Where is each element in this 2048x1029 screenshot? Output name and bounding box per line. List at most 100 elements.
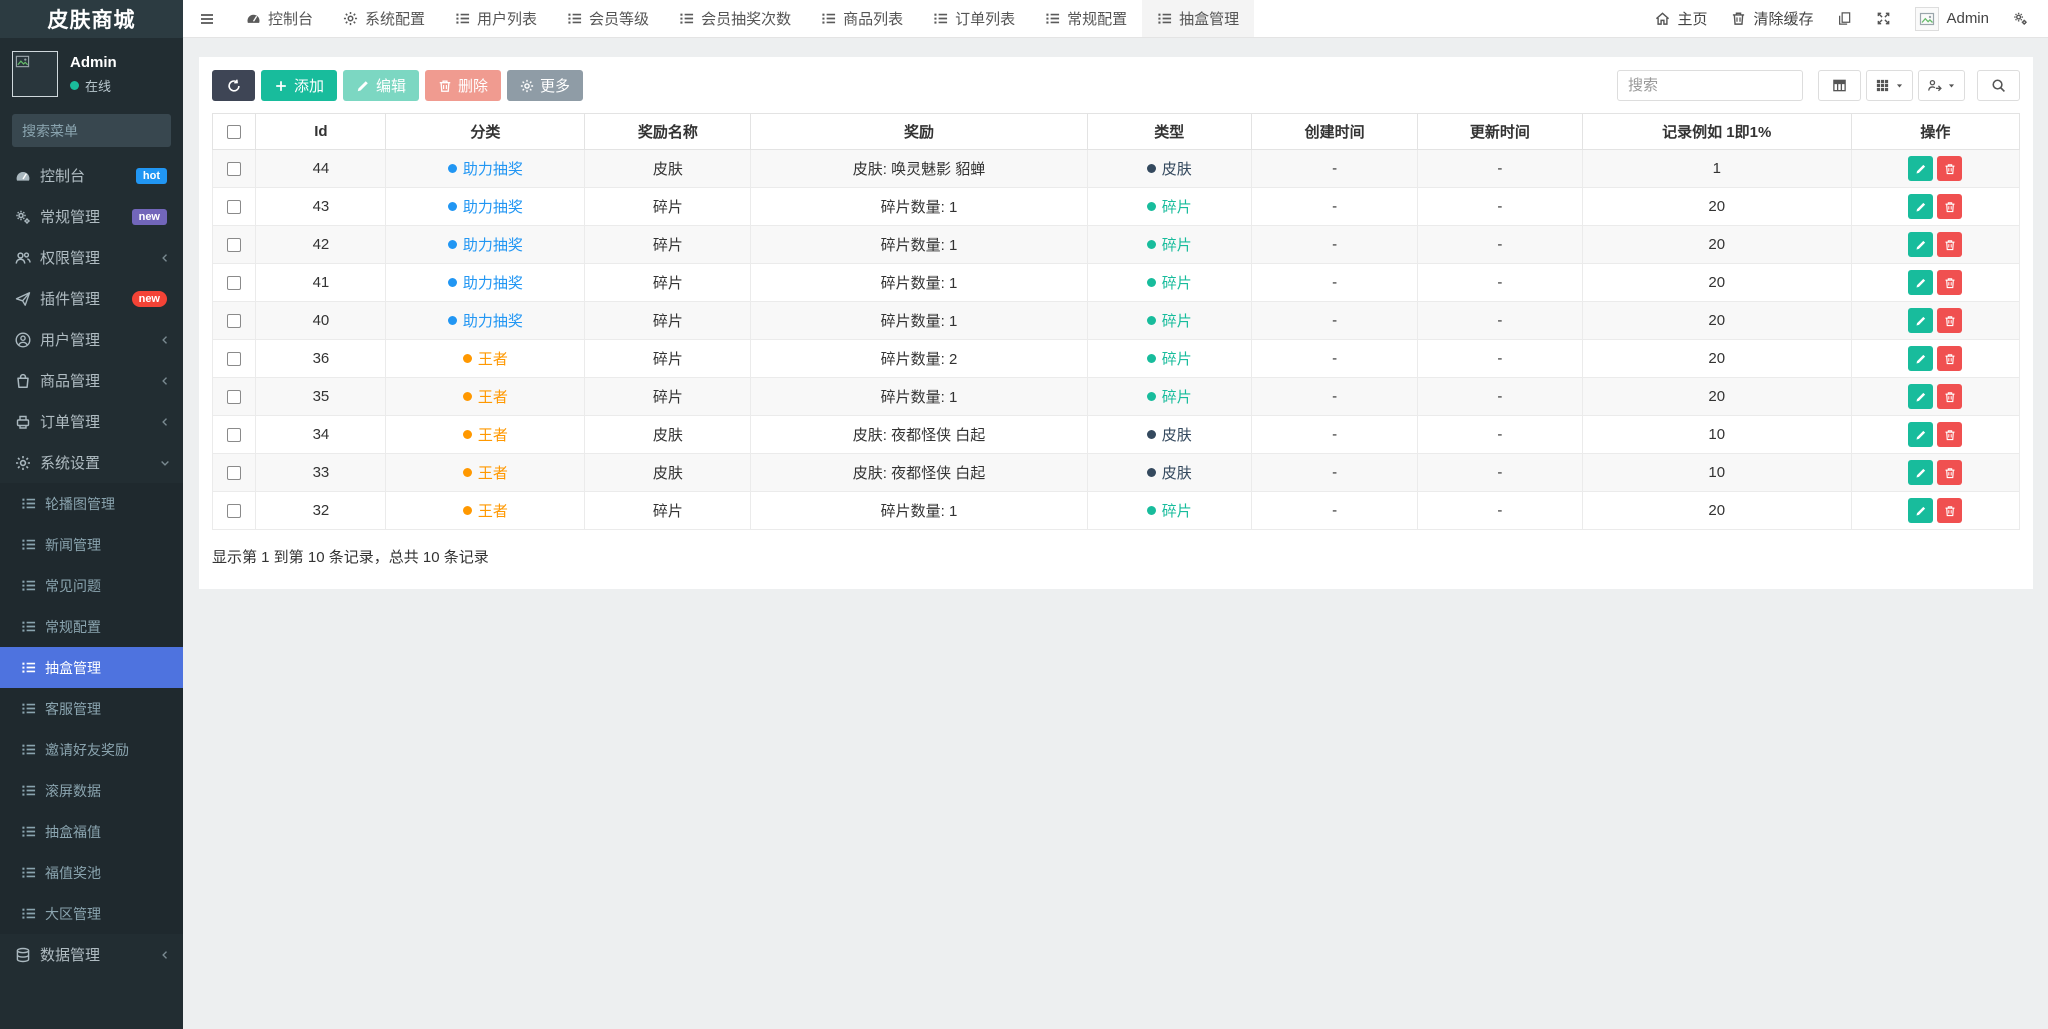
- row-delete-button[interactable]: [1937, 232, 1963, 257]
- sidebar-subitem-新闻管理[interactable]: 新闻管理: [0, 524, 183, 565]
- row-delete-button[interactable]: [1937, 156, 1963, 181]
- add-button[interactable]: 添加: [261, 70, 338, 101]
- list-icon: [1045, 11, 1060, 26]
- tab-会员等级[interactable]: 会员等级: [552, 0, 664, 37]
- home-link[interactable]: 主页: [1655, 8, 1707, 29]
- row-category-link[interactable]: 助力抽奖: [447, 196, 523, 217]
- refresh-button[interactable]: [212, 70, 255, 101]
- tab-控制台[interactable]: 控制台: [231, 0, 328, 37]
- tab-订单列表[interactable]: 订单列表: [918, 0, 1030, 37]
- row-category-label: 王者: [477, 389, 508, 406]
- row-edit-button[interactable]: [1908, 194, 1934, 219]
- sidebar-item-数据管理[interactable]: 数据管理: [0, 934, 183, 975]
- row-category-link[interactable]: 助力抽奖: [447, 310, 523, 331]
- row-category-link[interactable]: 王者: [462, 424, 508, 445]
- row-checkbox[interactable]: [227, 238, 242, 253]
- tab-系统配置[interactable]: 系统配置: [328, 0, 440, 37]
- sidebar-subitem-大区管理[interactable]: 大区管理: [0, 893, 183, 934]
- row-category-link[interactable]: 王者: [462, 386, 508, 407]
- export-button[interactable]: [1918, 70, 1965, 101]
- columns-button[interactable]: [1866, 70, 1913, 101]
- row-category-link[interactable]: 助力抽奖: [447, 234, 523, 255]
- row-edit-button[interactable]: [1908, 346, 1934, 371]
- row-rate: 10: [1581, 415, 1852, 454]
- row-delete-button[interactable]: [1937, 194, 1963, 219]
- row-category-link[interactable]: 助力抽奖: [447, 272, 523, 293]
- tab-用户列表[interactable]: 用户列表: [440, 0, 552, 37]
- row-delete-button[interactable]: [1937, 460, 1963, 485]
- row-checkbox[interactable]: [227, 390, 242, 405]
- table-search-input[interactable]: [1617, 70, 1803, 101]
- row-created: -: [1250, 187, 1419, 226]
- row-edit-button[interactable]: [1908, 232, 1934, 257]
- sidebar-subitem-抽盒福值[interactable]: 抽盒福值: [0, 811, 183, 852]
- row-created: -: [1250, 225, 1419, 264]
- sidebar-subitem-滚屏数据[interactable]: 滚屏数据: [0, 770, 183, 811]
- hamburger-icon: [199, 11, 215, 27]
- search-toggle-button[interactable]: [1977, 70, 2020, 101]
- row-checkbox[interactable]: [227, 162, 242, 177]
- table-row: 32 王者 碎片 碎片数量: 1 碎片 - -20: [211, 491, 2021, 530]
- row-checkbox[interactable]: [227, 200, 242, 215]
- tab-会员抽奖次数[interactable]: 会员抽奖次数: [664, 0, 806, 37]
- sidebar-subitem-常规配置[interactable]: 常规配置: [0, 606, 183, 647]
- delete-button[interactable]: 删除: [425, 70, 502, 101]
- sidebar-subitem-常见问题[interactable]: 常见问题: [0, 565, 183, 606]
- sidebar-toggle-button[interactable]: [183, 0, 231, 37]
- sidebar-item-常规管理[interactable]: 常规管理 new: [0, 196, 183, 237]
- row-edit-button[interactable]: [1908, 270, 1934, 295]
- sidebar-item-商品管理[interactable]: 商品管理: [0, 360, 183, 401]
- edit-button[interactable]: 编辑: [343, 70, 420, 101]
- settings-menu-button[interactable]: [2013, 11, 2028, 26]
- gauge-icon: [15, 168, 31, 184]
- sidebar-subitem-轮播图管理[interactable]: 轮播图管理: [0, 483, 183, 524]
- row-category-link[interactable]: 王者: [462, 348, 508, 369]
- sidebar-subitem-邀请好友奖励[interactable]: 邀请好友奖励: [0, 729, 183, 770]
- row-category-link[interactable]: 王者: [462, 462, 508, 483]
- online-status-icon: [70, 80, 79, 90]
- row-checkbox[interactable]: [227, 466, 242, 481]
- row-delete-button[interactable]: [1937, 498, 1963, 523]
- sidebar-item-订单管理[interactable]: 订单管理: [0, 401, 183, 442]
- row-edit-button[interactable]: [1908, 384, 1934, 409]
- row-checkbox[interactable]: [227, 504, 242, 519]
- category-dot-icon: [462, 506, 472, 515]
- row-checkbox[interactable]: [227, 276, 242, 291]
- toggle-view-button[interactable]: [1818, 70, 1861, 101]
- menu-search-input[interactable]: [22, 122, 203, 139]
- row-delete-button[interactable]: [1937, 346, 1963, 371]
- row-delete-button[interactable]: [1937, 270, 1963, 295]
- tab-抽盒管理[interactable]: 抽盒管理: [1142, 0, 1255, 37]
- row-edit-button[interactable]: [1908, 460, 1934, 485]
- user-menu[interactable]: Admin: [1915, 6, 1989, 31]
- tab-常规配置[interactable]: 常规配置: [1030, 0, 1142, 37]
- sidebar-item-用户管理[interactable]: 用户管理: [0, 319, 183, 360]
- more-button[interactable]: 更多: [507, 70, 584, 101]
- sidebar-item-控制台[interactable]: 控制台 hot: [0, 155, 183, 196]
- row-updated: -: [1417, 149, 1583, 188]
- row-edit-button[interactable]: [1908, 498, 1934, 523]
- sidebar-item-系统设置[interactable]: 系统设置: [0, 442, 183, 483]
- row-delete-button[interactable]: [1937, 422, 1963, 447]
- docs-button[interactable]: [1837, 11, 1852, 26]
- select-all-checkbox[interactable]: [227, 125, 242, 140]
- tab-商品列表[interactable]: 商品列表: [806, 0, 918, 37]
- row-delete-button[interactable]: [1937, 308, 1963, 333]
- row-delete-button[interactable]: [1937, 384, 1963, 409]
- row-checkbox[interactable]: [227, 352, 242, 367]
- clear-cache-link[interactable]: 清除缓存: [1731, 8, 1813, 29]
- trash-icon: [1944, 315, 1956, 327]
- row-checkbox[interactable]: [227, 428, 242, 443]
- row-edit-button[interactable]: [1908, 422, 1934, 447]
- fullscreen-button[interactable]: [1876, 11, 1891, 26]
- row-category-link[interactable]: 助力抽奖: [447, 158, 523, 179]
- row-edit-button[interactable]: [1908, 308, 1934, 333]
- sidebar-item-插件管理[interactable]: 插件管理 new: [0, 278, 183, 319]
- sidebar-item-权限管理[interactable]: 权限管理: [0, 237, 183, 278]
- sidebar-subitem-福值奖池[interactable]: 福值奖池: [0, 852, 183, 893]
- sidebar-subitem-客服管理[interactable]: 客服管理: [0, 688, 183, 729]
- row-category-link[interactable]: 王者: [462, 500, 508, 521]
- row-edit-button[interactable]: [1908, 156, 1934, 181]
- row-checkbox[interactable]: [227, 314, 242, 329]
- sidebar-subitem-抽盒管理[interactable]: 抽盒管理: [0, 647, 183, 688]
